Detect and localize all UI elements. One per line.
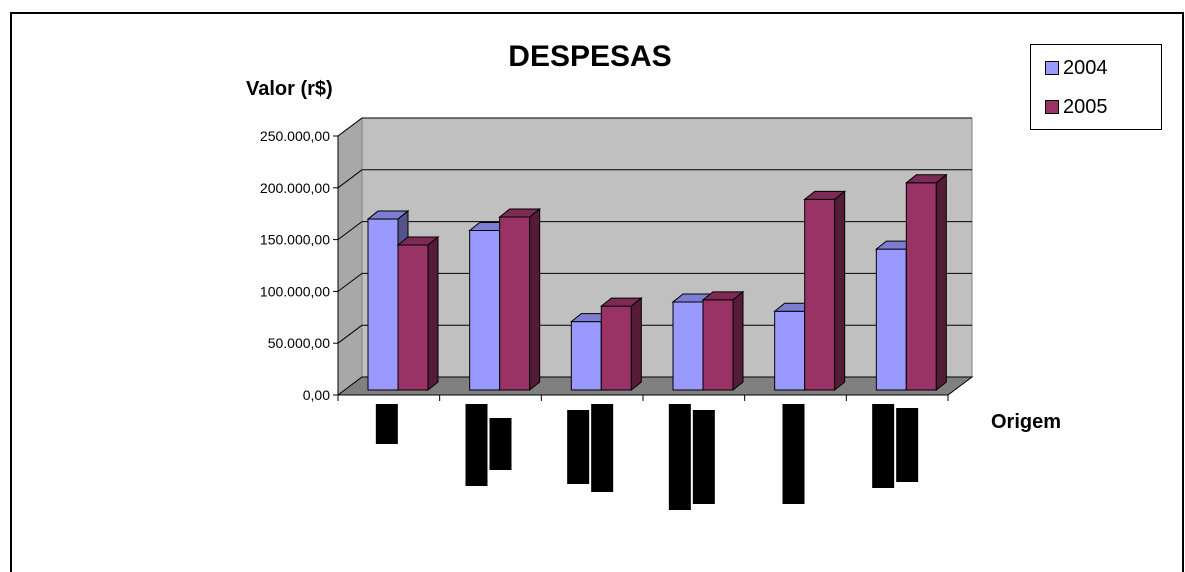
chart-frame xyxy=(10,12,1184,572)
x-tick-label xyxy=(375,404,398,444)
legend-label-2005: 2005 xyxy=(1063,95,1108,118)
x-tick-label xyxy=(567,410,590,484)
bar-2005-6 xyxy=(905,182,937,391)
gridline-side xyxy=(337,272,363,292)
y-tick-label: 100.000,00 xyxy=(260,283,330,299)
bar-2005-2-side xyxy=(529,207,541,392)
y-tick-label: 50.000,00 xyxy=(268,335,330,351)
x-tick-label xyxy=(872,404,895,488)
y-tick-label: 0,00 xyxy=(303,387,330,403)
bar-2004-1 xyxy=(367,218,399,391)
x-tick-label xyxy=(489,418,512,470)
x-tick-label xyxy=(782,404,805,504)
bar-2004-6 xyxy=(875,248,907,391)
bar-2005-1 xyxy=(397,244,429,391)
x-tick-label xyxy=(896,408,919,482)
gridline-side xyxy=(337,117,363,137)
x-tick-label xyxy=(465,404,488,486)
x-tick-label xyxy=(668,404,691,510)
side-wall xyxy=(337,117,363,396)
bar-2004-3 xyxy=(570,321,602,391)
x-tick-label xyxy=(591,404,614,492)
gridline-side xyxy=(337,169,363,189)
legend-swatch-2005 xyxy=(1045,100,1059,114)
y-tick-label: 200.000,00 xyxy=(260,180,330,196)
y-tick-label: 250.000,00 xyxy=(260,128,330,144)
bar-2004-4 xyxy=(672,301,704,391)
legend-item-2005: 2005 xyxy=(1045,95,1108,118)
chart-title: DESPESAS xyxy=(508,40,671,73)
legend-item-2004: 2004 xyxy=(1045,56,1108,79)
bar-2004-2 xyxy=(469,229,501,391)
legend: 2004 2005 xyxy=(1030,44,1162,130)
bar-2005-4 xyxy=(702,299,734,391)
bar-2005-4-side xyxy=(732,290,744,392)
x-axis-title: Origem xyxy=(991,411,1061,433)
bar-2005-5 xyxy=(804,198,836,391)
bar-2005-1-side xyxy=(427,235,439,392)
bar-2004-5 xyxy=(774,310,806,391)
legend-swatch-2004 xyxy=(1045,61,1059,75)
bar-2005-5-side xyxy=(834,190,846,392)
bar-2005-3 xyxy=(600,305,632,391)
bar-2005-3-side xyxy=(630,297,642,392)
x-tick-label xyxy=(692,410,715,504)
gridline-side xyxy=(337,324,363,344)
y-axis-title: Valor (r$) xyxy=(246,78,333,100)
bar-2005-6-side xyxy=(935,173,947,392)
gridline-side xyxy=(337,221,363,241)
y-tick-label: 150.000,00 xyxy=(260,232,330,248)
legend-label-2004: 2004 xyxy=(1063,56,1108,79)
bar-2005-2 xyxy=(499,216,531,391)
